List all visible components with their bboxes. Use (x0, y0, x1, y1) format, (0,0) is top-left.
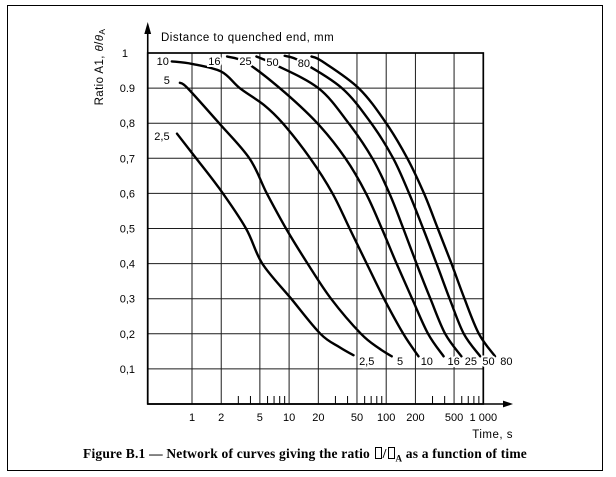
y-tick-label-0,6: 0,6 (120, 188, 135, 200)
y-axis-title-part: θ (94, 34, 106, 41)
y-axis-title-part: / (94, 41, 106, 45)
theta-placeholder-box (374, 447, 382, 460)
curve-label-bottom-2,5: 2,5 (359, 356, 374, 368)
curve-distance-50mm (283, 54, 482, 358)
y-axis-arrow (144, 22, 152, 34)
caption-text-after: as a function of time (402, 446, 527, 462)
caption-subscript: A (395, 454, 403, 464)
y-tick-label-0.9: 0.9 (120, 83, 135, 95)
curve-label-top-5: 5 (164, 75, 170, 87)
curve-label-top-2,5: 2,5 (154, 131, 169, 143)
caption-separator: / (382, 446, 387, 462)
x-tick-label-20: 20 (312, 412, 324, 424)
x-tick-label-10: 10 (283, 412, 295, 424)
x-tick-label-100: 100 (377, 412, 395, 424)
curve-distance-25mm (255, 55, 463, 358)
chart-title: Distance to quenched end, mm (161, 32, 334, 44)
curve-distance-5mm (178, 81, 393, 358)
theta-placeholder-box (387, 447, 395, 460)
y-axis-title-part: Ratio A1, (94, 52, 106, 106)
curve-label-top-16: 16 (208, 56, 220, 68)
y-tick-label-0,4: 0,4 (120, 259, 135, 271)
y-tick-label-1: 1 (122, 48, 128, 60)
y-tick-label-0,7: 0,7 (120, 153, 135, 165)
x-tick-label-1 000: 1 000 (470, 412, 498, 424)
x-axis-title: Time, s (472, 429, 513, 441)
x-tick-label-1: 1 (189, 412, 195, 424)
curve-label-top-80: 80 (298, 58, 310, 70)
y-tick-label-0,1: 0,1 (120, 364, 135, 376)
x-tick-label-200: 200 (406, 412, 424, 424)
curve-label-top-25: 25 (239, 56, 251, 68)
x-axis-arrow (503, 400, 513, 408)
y-tick-label-0,3: 0,3 (120, 294, 135, 306)
y-axis-title-part: θ (94, 45, 106, 52)
curve-label-top-50: 50 (266, 57, 278, 69)
curve-label-top-10: 10 (157, 56, 169, 68)
curve-label-bottom-80: 80 (500, 356, 512, 368)
curve-label-bottom-10: 10 (421, 356, 433, 368)
x-tick-label-5: 5 (257, 412, 263, 424)
y-tick-label-0,2: 0,2 (120, 329, 135, 341)
curve-label-bottom-5: 5 (397, 356, 403, 368)
curve-distance-16mm (225, 55, 445, 358)
figure-caption: Figure B.1 — Network of curves giving th… (8, 446, 602, 464)
y-axis-title: Ratio A1, θ/θA (94, 29, 107, 106)
curve-distance-80mm (310, 55, 497, 358)
figure-frame: Figure B.1 — Network of curves giving th… (7, 5, 603, 471)
curve-distance-2,5mm (175, 132, 355, 357)
curve-distance-10mm (170, 60, 420, 358)
y-tick-label-0,8: 0,8 (120, 118, 135, 130)
x-tick-label-500: 500 (445, 412, 463, 424)
caption-text-before: Figure B.1 — Network of curves giving th… (83, 446, 374, 462)
curve-label-bottom-16: 16 (448, 356, 460, 368)
curve-label-bottom-50: 50 (482, 356, 494, 368)
y-tick-label-0,5: 0,5 (120, 224, 135, 236)
y-axis-title-part: A (97, 29, 107, 35)
x-tick-label-2: 2 (218, 412, 224, 424)
curve-label-bottom-25: 25 (465, 356, 477, 368)
x-tick-label-50: 50 (351, 412, 363, 424)
